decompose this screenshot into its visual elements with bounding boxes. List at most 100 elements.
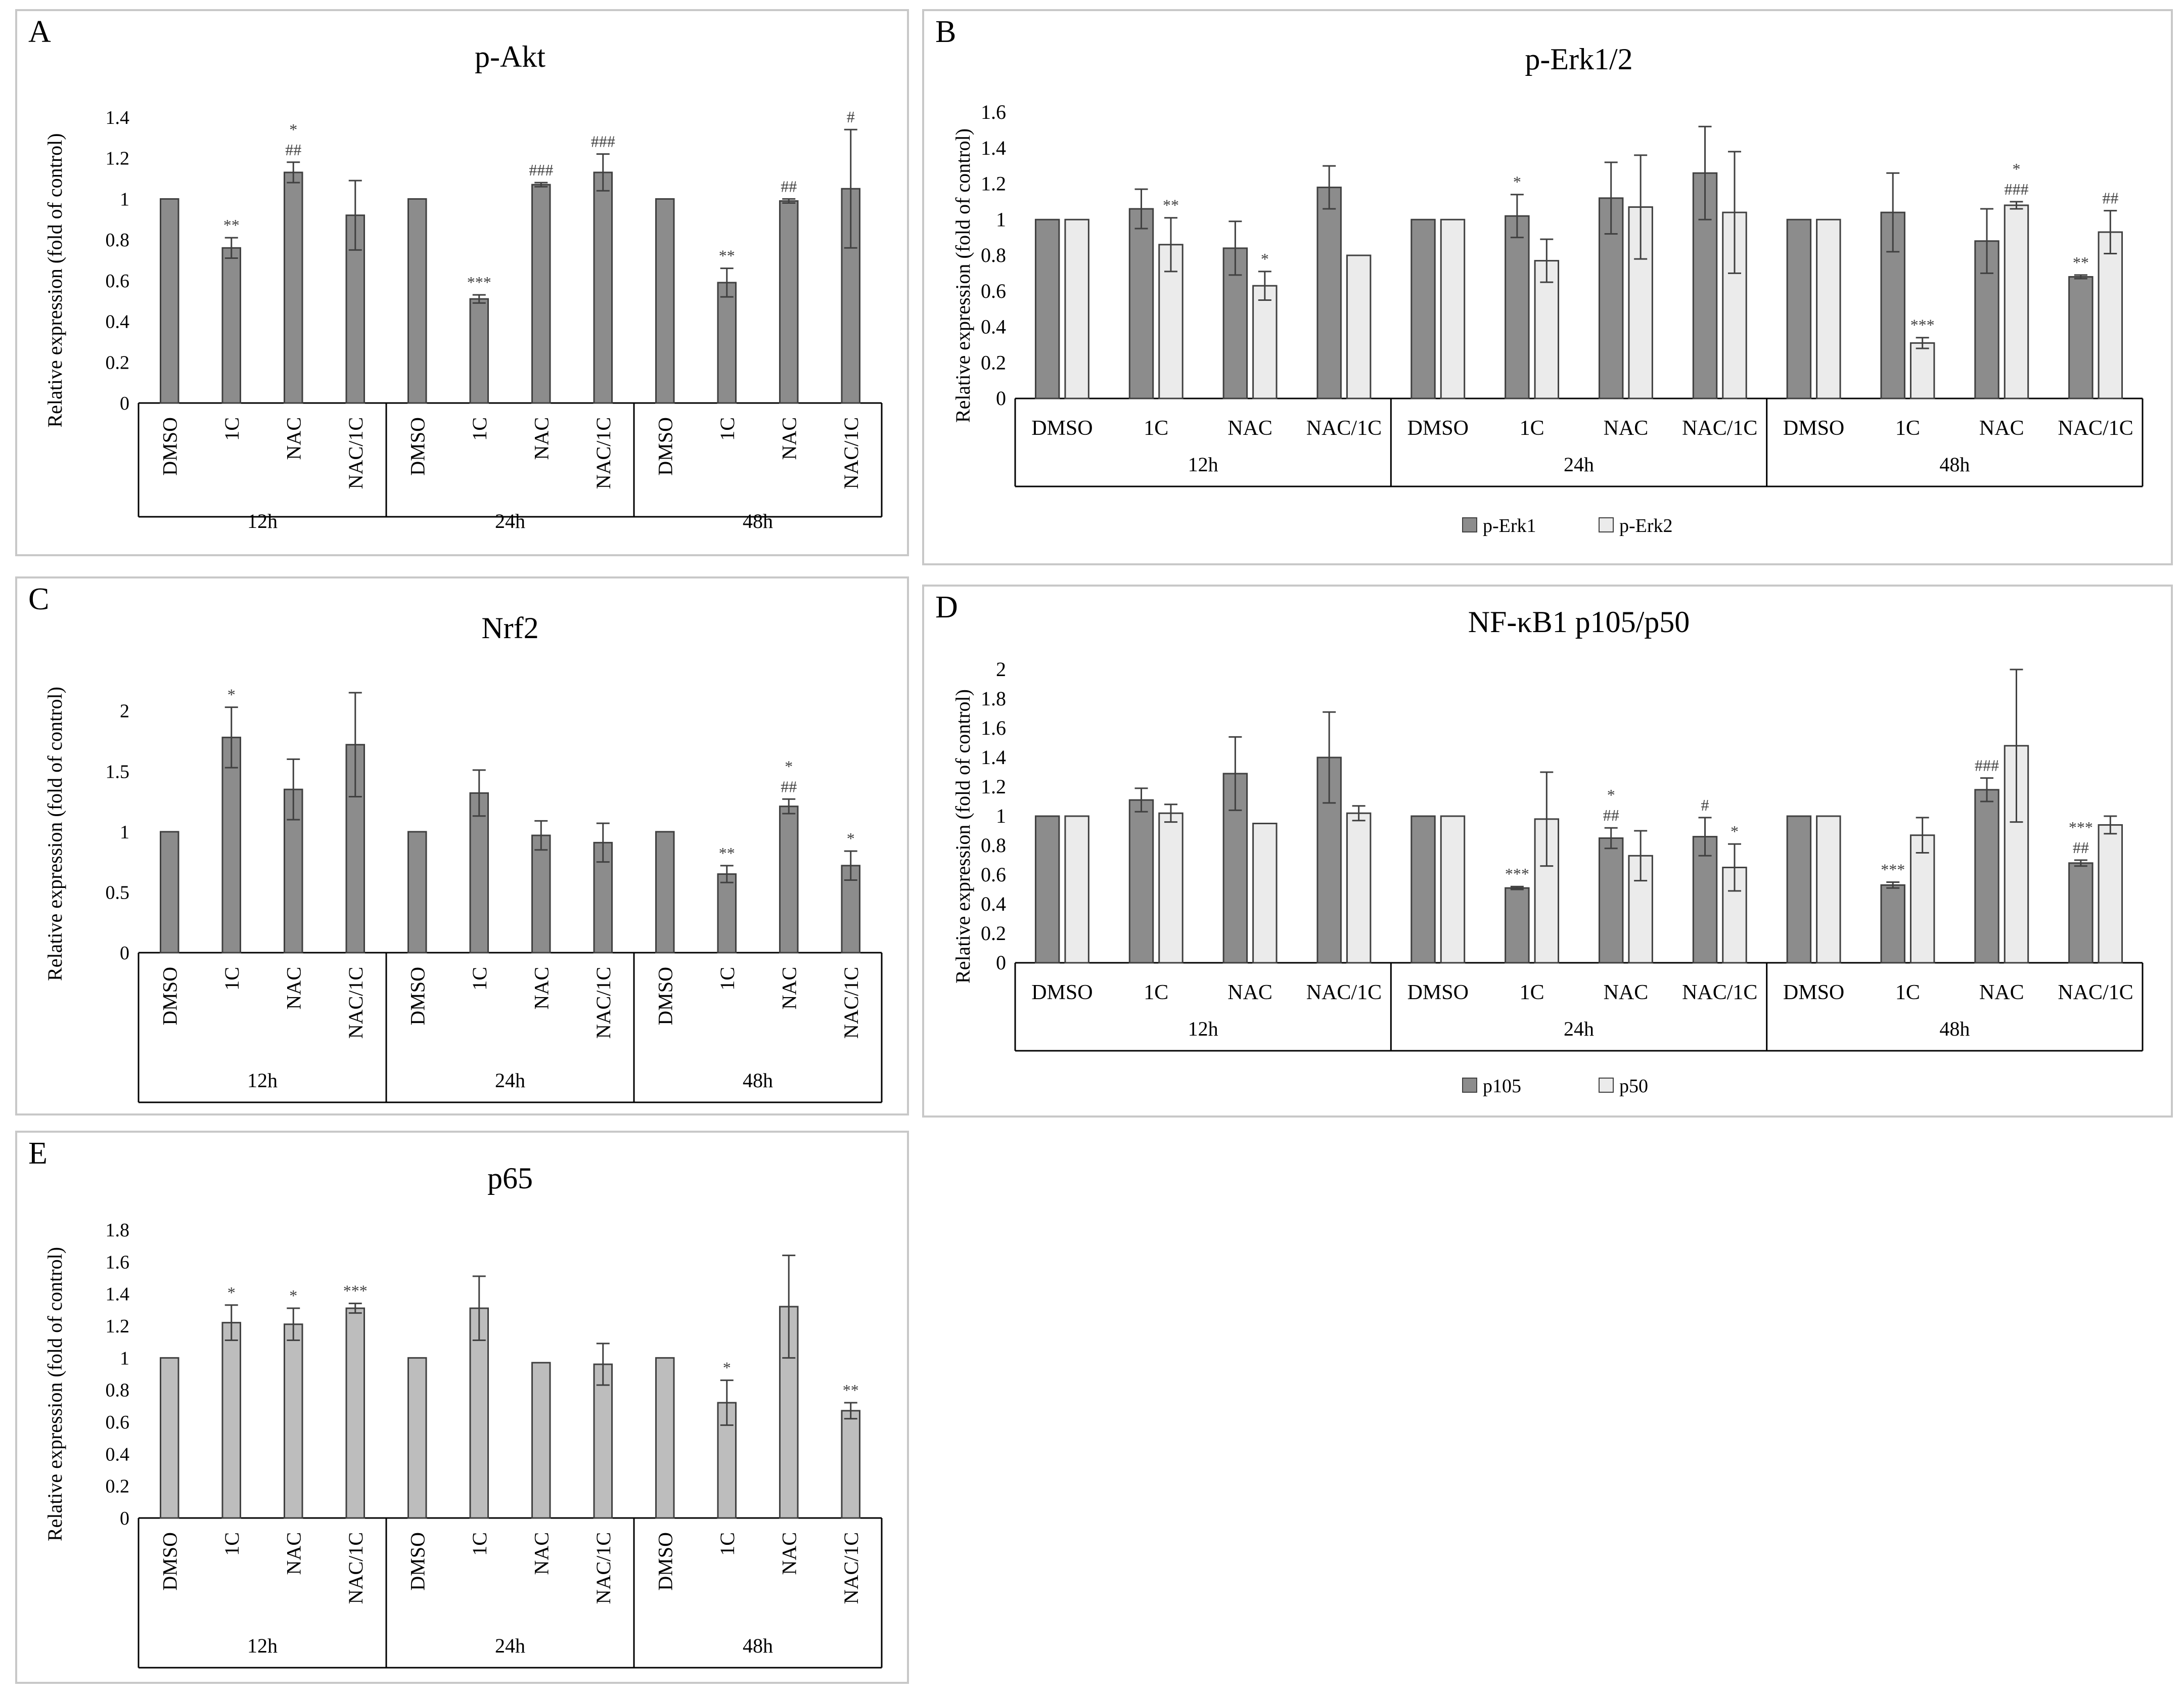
bar bbox=[593, 171, 613, 404]
group-label: 48h bbox=[743, 510, 773, 532]
category-label: DMSO bbox=[1407, 417, 1469, 440]
category-label: NAC bbox=[1604, 981, 1649, 1004]
panel-b: B p-Erk1/2 Relative expression (fold of c… bbox=[922, 9, 2173, 565]
chart-title: p-Erk1/2 bbox=[1525, 42, 1632, 76]
significance-mark: *** bbox=[1881, 861, 1905, 879]
category-label: NAC bbox=[778, 967, 800, 1009]
bar bbox=[841, 1410, 861, 1519]
y-axis-label: Relative expression (fold of control) bbox=[43, 687, 66, 981]
category-label: DMSO bbox=[654, 1532, 676, 1591]
y-tick-label: 1 bbox=[120, 189, 129, 210]
category-label: NAC/1C bbox=[344, 1532, 367, 1604]
bar bbox=[1034, 815, 1060, 964]
category-label: 1C bbox=[1144, 417, 1168, 440]
bar bbox=[1128, 208, 1154, 399]
y-tick-label: 0.8 bbox=[106, 230, 130, 251]
category-label: DMSO bbox=[406, 1532, 429, 1591]
significance-mark: ** bbox=[2073, 253, 2089, 272]
significance-mark: ## bbox=[1603, 806, 1619, 824]
chart-e: p65 Relative expression (fold of control)… bbox=[43, 1162, 883, 1669]
bar bbox=[1909, 834, 1935, 964]
y-tick-label: 2 bbox=[996, 658, 1006, 681]
bar bbox=[221, 736, 242, 954]
y-tick-label: 1.6 bbox=[981, 101, 1006, 123]
chart-title: p65 bbox=[487, 1162, 533, 1195]
y-tick-label: 0.8 bbox=[981, 244, 1006, 266]
bar bbox=[655, 831, 675, 954]
category-label: 1C bbox=[1144, 981, 1168, 1004]
bar bbox=[2098, 824, 2123, 964]
category-label: NAC/1C bbox=[344, 967, 367, 1039]
category-label: 1C bbox=[220, 967, 243, 991]
group-label: 12h bbox=[1188, 453, 1218, 476]
bar bbox=[1222, 247, 1248, 399]
bar bbox=[1440, 218, 1466, 399]
group-label: 48h bbox=[1939, 1017, 1970, 1040]
bar bbox=[1692, 836, 1718, 964]
y-tick-label: 1.2 bbox=[981, 775, 1006, 798]
group-label: 12h bbox=[247, 1634, 278, 1657]
chart-c: Nrf2 Relative expression (fold of control… bbox=[43, 611, 883, 1103]
category-label: NAC/1C bbox=[592, 967, 615, 1039]
legend-label: p-Erk1 bbox=[1483, 515, 1536, 537]
significance-mark: *** bbox=[1505, 865, 1529, 883]
significance-mark: ### bbox=[2004, 180, 2028, 198]
category-label: DMSO bbox=[406, 417, 429, 476]
y-tick-label: 0.5 bbox=[106, 882, 130, 903]
category-label: NAC/1C bbox=[344, 417, 367, 489]
bar bbox=[1252, 823, 1278, 964]
category-label: NAC/1C bbox=[1306, 981, 1382, 1004]
bar bbox=[841, 188, 861, 404]
significance-mark: ### bbox=[1975, 756, 1999, 775]
significance-mark: * bbox=[289, 1286, 297, 1305]
group-label: 48h bbox=[743, 1069, 773, 1092]
category-label: NAC bbox=[1227, 417, 1272, 440]
bar bbox=[1974, 789, 1999, 964]
significance-mark: ## bbox=[781, 777, 797, 795]
y-tick-label: 1.5 bbox=[106, 761, 130, 782]
y-tick-label: 0 bbox=[120, 393, 129, 414]
bar bbox=[159, 831, 179, 954]
bar bbox=[717, 873, 737, 954]
y-tick-label: 0.6 bbox=[981, 863, 1006, 886]
y-tick-label: 0.6 bbox=[981, 280, 1006, 302]
significance-mark: * bbox=[785, 757, 793, 775]
bar bbox=[283, 1323, 303, 1519]
significance-mark: * bbox=[289, 120, 297, 139]
group-label: 24h bbox=[495, 510, 525, 532]
category-label: NAC bbox=[1227, 981, 1272, 1004]
panel-label: B bbox=[935, 15, 957, 49]
y-tick-label: 0 bbox=[120, 1508, 129, 1529]
category-label: DMSO bbox=[1783, 417, 1844, 440]
significance-mark: ** bbox=[1163, 196, 1179, 214]
y-tick-label: 1.2 bbox=[106, 148, 130, 169]
bar bbox=[1909, 342, 1935, 399]
y-tick-label: 0.4 bbox=[106, 1444, 130, 1465]
significance-mark: ### bbox=[529, 161, 553, 179]
y-tick-label: 1.2 bbox=[981, 172, 1006, 195]
y-tick-label: 1.8 bbox=[981, 687, 1006, 710]
bar bbox=[407, 198, 427, 404]
category-label: 1C bbox=[1520, 417, 1544, 440]
bar bbox=[717, 282, 737, 404]
significance-mark: # bbox=[847, 108, 855, 126]
bar bbox=[2068, 276, 2094, 399]
bar bbox=[1346, 812, 1372, 964]
category-label: 1C bbox=[1895, 417, 1920, 440]
category-label: DMSO bbox=[654, 967, 676, 1025]
y-tick-label: 1.8 bbox=[106, 1220, 130, 1241]
significance-mark: * bbox=[1607, 786, 1615, 804]
panel-d: D NF-κB1 p105/p50 Relative expression (fo… bbox=[922, 585, 2173, 1118]
category-label: NAC bbox=[1979, 417, 2024, 440]
category-label: NAC bbox=[530, 967, 553, 1009]
bar bbox=[1252, 285, 1278, 399]
category-label: NAC bbox=[282, 1532, 305, 1575]
significance-mark: ## bbox=[2102, 189, 2118, 207]
bar bbox=[593, 1363, 613, 1519]
y-tick-label: 0.6 bbox=[106, 1412, 130, 1433]
bar bbox=[779, 200, 799, 404]
category-label: NAC bbox=[778, 1532, 800, 1575]
chart-a: p-Akt Relative expression (fold of contro… bbox=[43, 40, 883, 532]
group-label: 48h bbox=[743, 1634, 773, 1657]
significance-mark: * bbox=[1513, 173, 1521, 191]
